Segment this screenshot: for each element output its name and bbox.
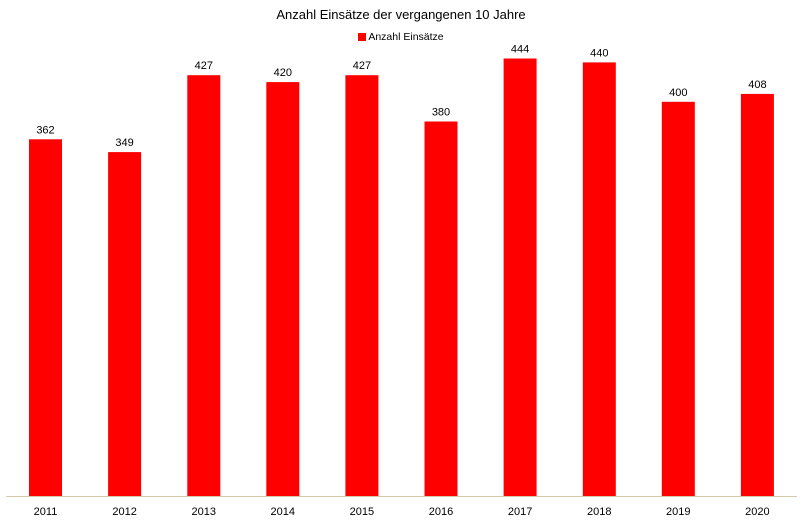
x-tick-label-2020: 2020 xyxy=(745,506,769,518)
bar-2018 xyxy=(582,62,616,497)
bar-2016 xyxy=(424,121,458,496)
data-label-2017: 444 xyxy=(511,44,529,56)
data-label-2020: 408 xyxy=(748,79,766,91)
x-tick-label-2016: 2016 xyxy=(429,506,453,518)
data-label-2012: 349 xyxy=(115,137,133,149)
data-label-2019: 400 xyxy=(669,87,687,99)
x-tick-label-2019: 2019 xyxy=(666,506,690,518)
bar-2019 xyxy=(661,101,695,497)
x-tick-label-2014: 2014 xyxy=(271,506,295,518)
x-tick-label-2011: 2011 xyxy=(34,506,58,518)
bar-2020 xyxy=(740,93,774,497)
data-label-2013: 427 xyxy=(195,60,213,72)
x-tick-label-2018: 2018 xyxy=(587,506,611,518)
data-label-2014: 420 xyxy=(274,67,292,79)
data-label-2015: 427 xyxy=(353,60,371,72)
data-label-2016: 380 xyxy=(432,107,450,119)
x-tick-label-2017: 2017 xyxy=(508,506,532,518)
legend-label: Anzahl Einsätze xyxy=(368,31,444,43)
x-tick-label-2013: 2013 xyxy=(192,506,216,518)
bar-2014 xyxy=(266,82,300,496)
bar-2011 xyxy=(29,139,62,497)
x-tick-label-2012: 2012 xyxy=(112,506,136,518)
legend-swatch xyxy=(358,33,367,41)
data-label-2011: 362 xyxy=(36,124,54,136)
x-tick-label-2015: 2015 xyxy=(350,506,374,518)
bar-2013 xyxy=(187,75,221,496)
data-label-2018: 440 xyxy=(590,47,608,59)
legend: Anzahl Einsätze xyxy=(0,31,802,43)
bar-2015 xyxy=(345,75,379,496)
bar-2012 xyxy=(108,152,142,496)
chart-title: Anzahl Einsätze der vergangenen 10 Jahre xyxy=(276,7,526,22)
bars-group xyxy=(29,58,774,497)
labels-group: 362 2011 349 2012 427 2013 420 2014 427 2015 380 20… xyxy=(34,44,770,519)
bar-2017 xyxy=(503,58,537,496)
